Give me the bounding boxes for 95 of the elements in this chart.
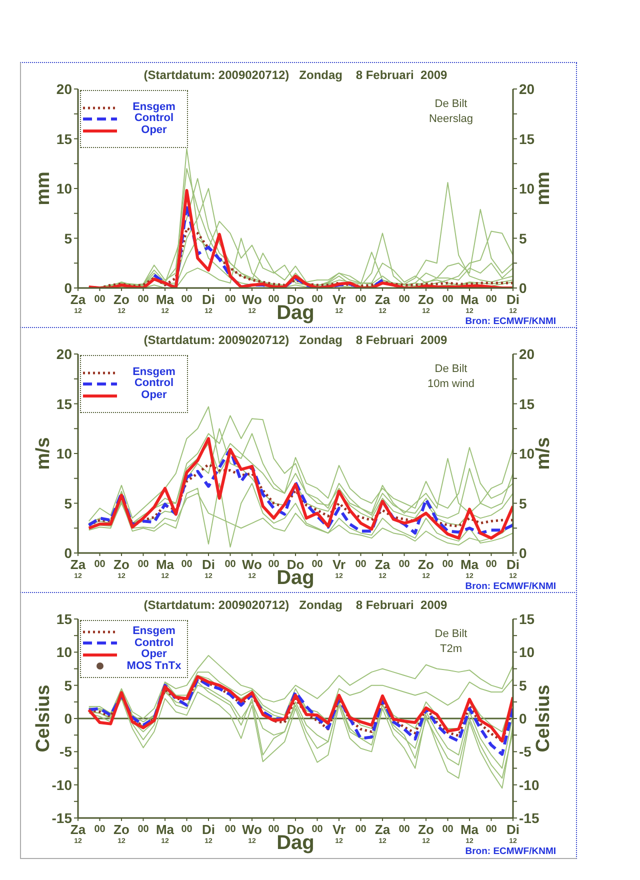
y-tick-label: 15 (56, 130, 72, 147)
x-tick-label: 00 (181, 558, 193, 570)
x-tick-label: 00 (442, 558, 454, 570)
legend-label: Ensgem (132, 366, 176, 378)
y-tick-label: -10 (52, 776, 72, 793)
y2-tick-label: 10 (519, 446, 535, 462)
x-tick-label: 00 (181, 294, 193, 304)
y-tick-label: 5 (64, 677, 72, 694)
legend-label: Oper (140, 648, 168, 660)
x-tick-label: 00 (355, 294, 367, 304)
x-tick-label: 00 (94, 824, 106, 834)
annotation: 10m wind (426, 378, 476, 390)
y2-axis-title: m/s (532, 437, 554, 470)
x-tick-label: 00 (398, 294, 410, 304)
annotation: De Bilt (434, 363, 468, 375)
y-axis-title: Celsius (32, 684, 54, 752)
y-tick-label: 0 (64, 545, 72, 561)
annotation: De Bilt (434, 98, 468, 110)
text: Bron: ECMWF/KNMI (465, 846, 556, 857)
y-tick-label: 10 (56, 180, 72, 196)
y2-tick-label: 0 (519, 280, 527, 296)
x-tick-label: 00 (486, 294, 498, 304)
y2-tick-label: 0 (519, 710, 527, 726)
x-tick-label: 00 (94, 294, 106, 304)
x-tick-label: 00 (312, 558, 324, 570)
y2-tick-label: 20 (519, 81, 535, 97)
x-tick-label: 00 (138, 558, 150, 570)
y2-tick-label: 10 (519, 644, 535, 660)
annotation: T2m (439, 643, 463, 655)
x-tick-label: 00 (138, 824, 150, 834)
legend-label: Ensgem (132, 625, 176, 638)
x-tick-label: Do (286, 822, 304, 836)
x-tick-label: 00 (94, 558, 106, 570)
x-tick-label: 00 (312, 294, 324, 304)
y2-tick-label: 5 (519, 677, 527, 694)
legend-label: MOS TnTx (126, 660, 182, 672)
y2-tick-label: 15 (519, 396, 535, 412)
text: Bron: ECMWF/KNMI (465, 316, 556, 327)
y2-tick-label: 5 (519, 230, 527, 246)
legend-label: Oper (140, 388, 168, 402)
x-tick-label: 00 (312, 824, 324, 834)
y2-axis-title: mm (532, 172, 554, 206)
y2-tick-label: 15 (519, 130, 535, 147)
legend-label: Control (133, 636, 175, 649)
y-tick-label: -15 (52, 810, 72, 826)
chart-title: (Startdatum: 2009020712) Zondag 8 Februari 2009 (142, 68, 448, 82)
y2-tick-label: -15 (519, 810, 540, 826)
x-tick-label: 00 (442, 294, 454, 304)
y-tick-label: -5 (60, 744, 72, 760)
chart-title: (Startdatum: 2009020712) Zondag 8 Februari 2009 (142, 333, 448, 347)
legend-label: Oper (140, 124, 168, 136)
x-tick-label: 00 (355, 558, 367, 570)
x-tick-label: 00 (138, 294, 150, 304)
y-tick-label: 15 (56, 396, 72, 412)
legend-label: Ensgem (132, 100, 176, 113)
x-tick-label: 00 (224, 824, 236, 834)
x-tick-label: 00 (224, 558, 236, 570)
y-tick-label: 0 (64, 710, 72, 726)
text: Bron: ECMWF/KNMI (465, 581, 556, 592)
y-tick-label: 20 (56, 346, 72, 362)
y-tick-label: 0 (64, 280, 72, 296)
y-axis-title: m/s (32, 437, 54, 470)
y-tick-label: 20 (56, 81, 72, 97)
x-tick-label: 00 (486, 824, 498, 834)
x-tick-label: 00 (268, 294, 280, 304)
x-tick-label: Do (286, 292, 304, 306)
y2-tick-label: 5 (519, 495, 527, 512)
y2-tick-label: -10 (519, 776, 540, 793)
y2-tick-label: 10 (519, 180, 535, 196)
x-tick-label: 00 (181, 824, 193, 834)
y-tick-label: 5 (64, 495, 72, 512)
x-tick-label: 00 (268, 824, 280, 834)
y-tick-label: 15 (56, 611, 72, 627)
annotation: Neerslag (428, 113, 474, 125)
y-tick-label: 10 (56, 644, 72, 660)
x-tick-label: 00 (398, 824, 410, 834)
y2-tick-label: -5 (519, 744, 532, 760)
annotation: De Bilt (434, 628, 468, 640)
x-tick-label: 00 (442, 824, 454, 834)
x-tick-label: 00 (486, 558, 498, 570)
y2-tick-label: 0 (519, 545, 527, 561)
y-tick-label: 10 (56, 446, 72, 462)
legend-label: Control (134, 112, 174, 125)
x-tick-label: 00 (268, 558, 280, 570)
chart-title: (Startdatum: 2009020712) Zondag 8 Februari 2009 (142, 598, 448, 612)
y2-tick-label: 15 (519, 611, 535, 627)
x-tick-label: Do (286, 556, 304, 572)
y-axis-title: mm (32, 172, 54, 206)
x-tick-label: 00 (355, 824, 367, 834)
legend-label: Control (134, 377, 174, 390)
y2-tick-label: 20 (519, 346, 535, 362)
x-tick-label: 00 (224, 294, 236, 304)
y2-axis-title: Celsius (532, 684, 554, 752)
y-tick-label: 5 (64, 230, 72, 246)
x-tick-label: 00 (398, 558, 410, 570)
